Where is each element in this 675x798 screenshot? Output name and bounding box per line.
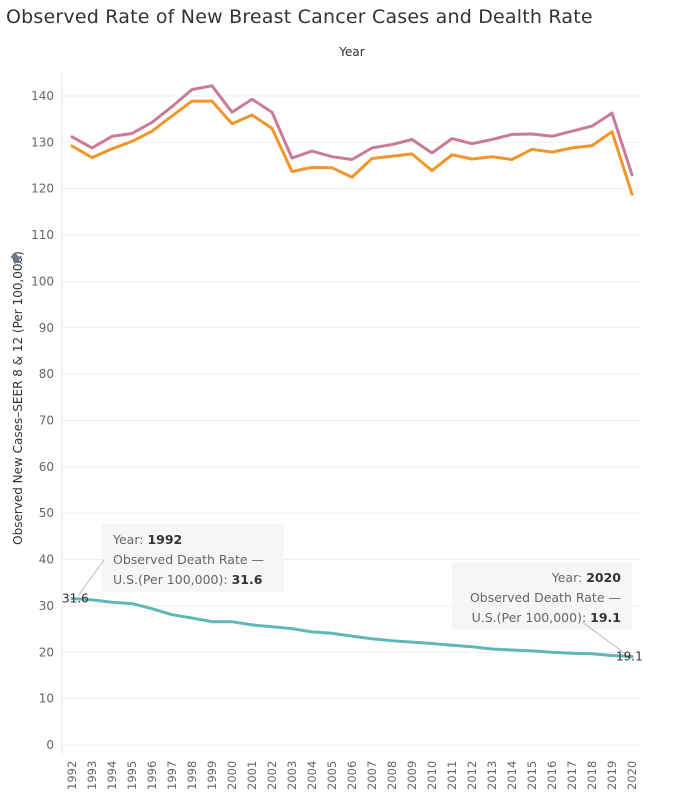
x-tick-label: 2013 — [485, 761, 499, 790]
y-tick-label: 20 — [39, 645, 54, 659]
callout-line — [77, 559, 105, 597]
y-tick-label: 10 — [39, 692, 54, 706]
x-tick-label: 2017 — [565, 761, 579, 790]
x-axis-title: Year — [338, 45, 364, 59]
y-tick-label: 70 — [39, 413, 54, 427]
x-tick-label: 2007 — [365, 761, 379, 790]
y-tick-label: 60 — [39, 460, 54, 474]
pin-icon[interactable] — [9, 251, 25, 267]
point-label-2020: 19.1 — [616, 649, 643, 663]
x-tick-label: 1999 — [205, 761, 219, 790]
point-label-1992: 31.6 — [62, 592, 89, 606]
x-tick-label: 1996 — [145, 761, 159, 790]
tooltip-value: U.S.(Per 100,000): 19.1 — [472, 610, 621, 625]
x-tick-label: 2020 — [625, 761, 639, 790]
x-tick-label: 2018 — [585, 761, 599, 790]
x-tick-label: 2015 — [525, 761, 539, 790]
x-tick-label: 2012 — [465, 761, 479, 790]
y-ticks: 0 10 20 30 40 50 60 70 80 90 100 110 120 130 140 — [31, 89, 54, 752]
x-tick-label: 2003 — [285, 761, 299, 790]
x-tick-label: 2011 — [445, 761, 459, 790]
y-tick-label: 80 — [39, 367, 54, 381]
y-tick-label: 110 — [31, 228, 54, 242]
chart-title: Observed Rate of New Breast Cancer Cases… — [6, 6, 593, 28]
annotations: Year: 1992 Observed Death Rate — U.S.(Per … — [62, 524, 643, 663]
tooltip-year: Year: 1992 — [112, 532, 182, 547]
x-tick-label: 1998 — [185, 761, 199, 790]
y-tick-label: 120 — [31, 182, 54, 196]
tooltip-1992: Year: 1992 Observed Death Rate — U.S.(Per … — [77, 524, 284, 597]
x-tick-label: 2009 — [405, 761, 419, 790]
x-ticks: 1992 1993 1994 1995 1996 1997 1998 1999 2000 2001… — [65, 761, 639, 790]
x-tick-label: 2002 — [265, 761, 279, 790]
x-tick-label: 1995 — [125, 761, 139, 790]
y-tick-label: 40 — [39, 553, 54, 567]
y-axis-title: Observed New Cases–SEER 8 & 12 (Per 100,… — [11, 251, 25, 545]
series-lines — [70, 84, 634, 658]
x-tick-label: 1997 — [165, 761, 179, 790]
x-tick-label: 2000 — [225, 761, 239, 790]
x-tick-label: 2005 — [325, 761, 339, 790]
tooltip-measure: Observed Death Rate — — [113, 552, 264, 567]
x-tick-label: 2014 — [505, 761, 519, 790]
x-tick-label: 2010 — [425, 761, 439, 790]
grid — [62, 95, 642, 746]
y-tick-label: 90 — [39, 321, 54, 335]
x-tick-label: 2008 — [385, 761, 399, 790]
x-tick-label: 2019 — [605, 761, 619, 790]
x-tick-label: 1992 — [65, 761, 79, 790]
y-tick-label: 50 — [39, 506, 54, 520]
tooltip-2020: Year: 2020 Observed Death Rate — U.S.(Per … — [452, 562, 635, 661]
y-tick-label: 140 — [31, 89, 54, 103]
x-tick-label: 2001 — [245, 761, 259, 790]
tooltip-box — [452, 562, 632, 630]
y-tick-label: 0 — [46, 738, 54, 752]
tooltip-value: U.S.(Per 100,000): 31.6 — [113, 572, 263, 587]
x-tick-label: 2006 — [345, 761, 359, 790]
x-tick-label: 1993 — [85, 761, 99, 790]
tooltip-year: Year: 2020 — [551, 570, 622, 585]
y-tick-label: 30 — [39, 599, 54, 613]
series-line-3 — [70, 597, 634, 658]
x-tick-label: 1994 — [105, 761, 119, 790]
series-line-1 — [70, 84, 634, 177]
tooltip-measure: Observed Death Rate — — [470, 590, 621, 605]
x-tick-label: 2016 — [545, 761, 559, 790]
series-line-2 — [70, 99, 634, 196]
tooltip-box — [102, 524, 284, 592]
x-tick-label: 2004 — [305, 761, 319, 790]
y-tick-label: 130 — [31, 135, 54, 149]
callout-line — [581, 621, 635, 661]
y-tick-label: 100 — [31, 274, 54, 288]
